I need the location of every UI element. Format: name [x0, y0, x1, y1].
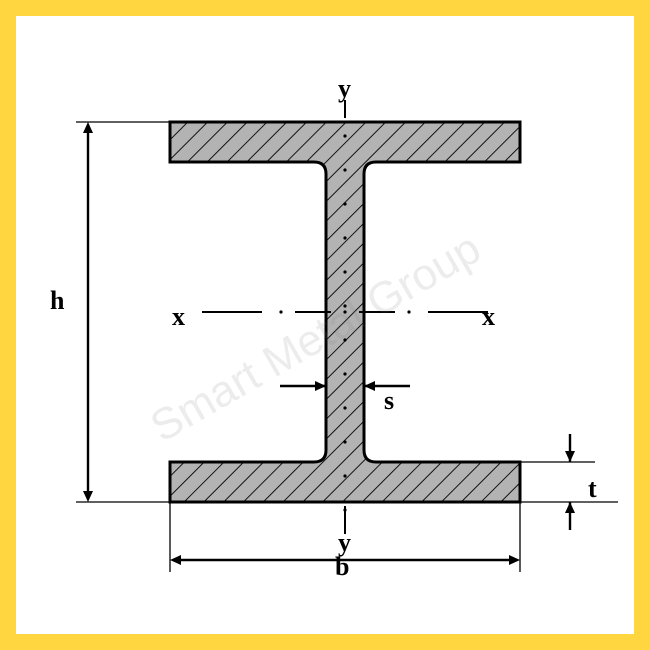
label-t: t — [588, 474, 597, 504]
diagram-svg — [16, 16, 634, 634]
label-x-left: x — [172, 302, 185, 332]
label-h: h — [50, 286, 64, 316]
diagram-stage: h b t s y y x x Smart Metal Group — [16, 16, 634, 634]
label-y-top: y — [338, 74, 351, 104]
diagram-frame: h b t s y y x x Smart Metal Group — [0, 0, 650, 650]
label-y-bot: y — [338, 528, 351, 558]
label-s: s — [384, 386, 394, 416]
label-x-right: x — [482, 302, 495, 332]
